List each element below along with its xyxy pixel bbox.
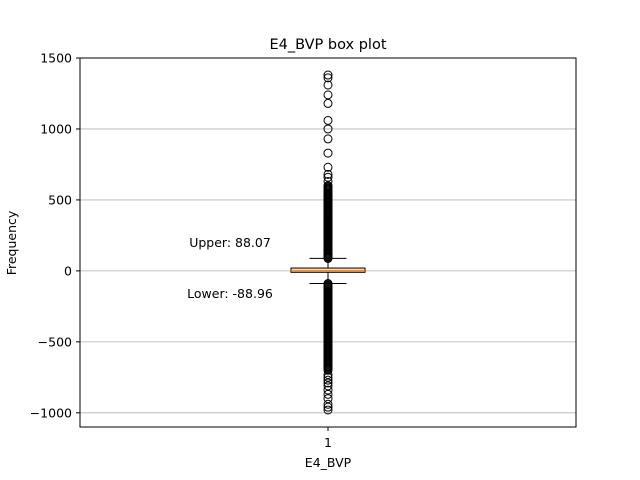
y-axis-label: Frequency	[4, 210, 19, 275]
x-tick-label: 1	[324, 435, 332, 450]
y-tick-label: 1000	[40, 121, 72, 136]
y-tick-label: −500	[38, 334, 72, 349]
outlier-point	[323, 148, 333, 158]
outlier-point	[323, 405, 333, 415]
outlier-point	[323, 372, 333, 382]
y-axis-ticks: −1000 −500 0 500 1000 1500	[30, 51, 80, 420]
outlier-point	[323, 73, 333, 83]
outlier-point	[323, 369, 333, 379]
outlier-point	[323, 134, 333, 144]
outlier-point	[323, 378, 333, 388]
y-tick-label: −1000	[30, 405, 72, 420]
outlier-point	[323, 162, 333, 172]
outlier-point	[323, 90, 333, 100]
x-axis-label: E4_BVP	[305, 455, 352, 470]
outlier-points	[323, 70, 333, 415]
outlier-point	[323, 389, 333, 399]
outlier-point	[323, 394, 333, 404]
outlier-point	[323, 176, 333, 186]
outlier-point	[323, 169, 333, 179]
y-tick-label: 1500	[40, 51, 72, 66]
whisker-annotation: Lower: -88.96	[187, 286, 273, 301]
whisker-annotation: Upper: 88.07	[189, 235, 271, 250]
outlier-point	[323, 172, 333, 182]
outlier-point	[323, 279, 333, 289]
outlier-point	[323, 375, 333, 385]
y-tick-label: 0	[64, 263, 72, 278]
outlier-point	[323, 381, 333, 391]
outlier-point	[323, 399, 333, 409]
outlier-point	[323, 181, 333, 191]
outlier-point	[323, 385, 333, 395]
outlier-point	[323, 80, 333, 90]
outlier-point	[323, 402, 333, 412]
x-axis-ticks: 1	[324, 427, 332, 450]
whisker-annotations: Upper: 88.07 Lower: -88.96	[187, 235, 273, 301]
chart-title: E4_BVP box plot	[269, 37, 386, 53]
outlier-point	[323, 98, 333, 108]
y-tick-label: 500	[48, 192, 72, 207]
outlier-point	[323, 70, 333, 80]
outlier-point	[323, 124, 333, 134]
outlier-point	[323, 115, 333, 125]
